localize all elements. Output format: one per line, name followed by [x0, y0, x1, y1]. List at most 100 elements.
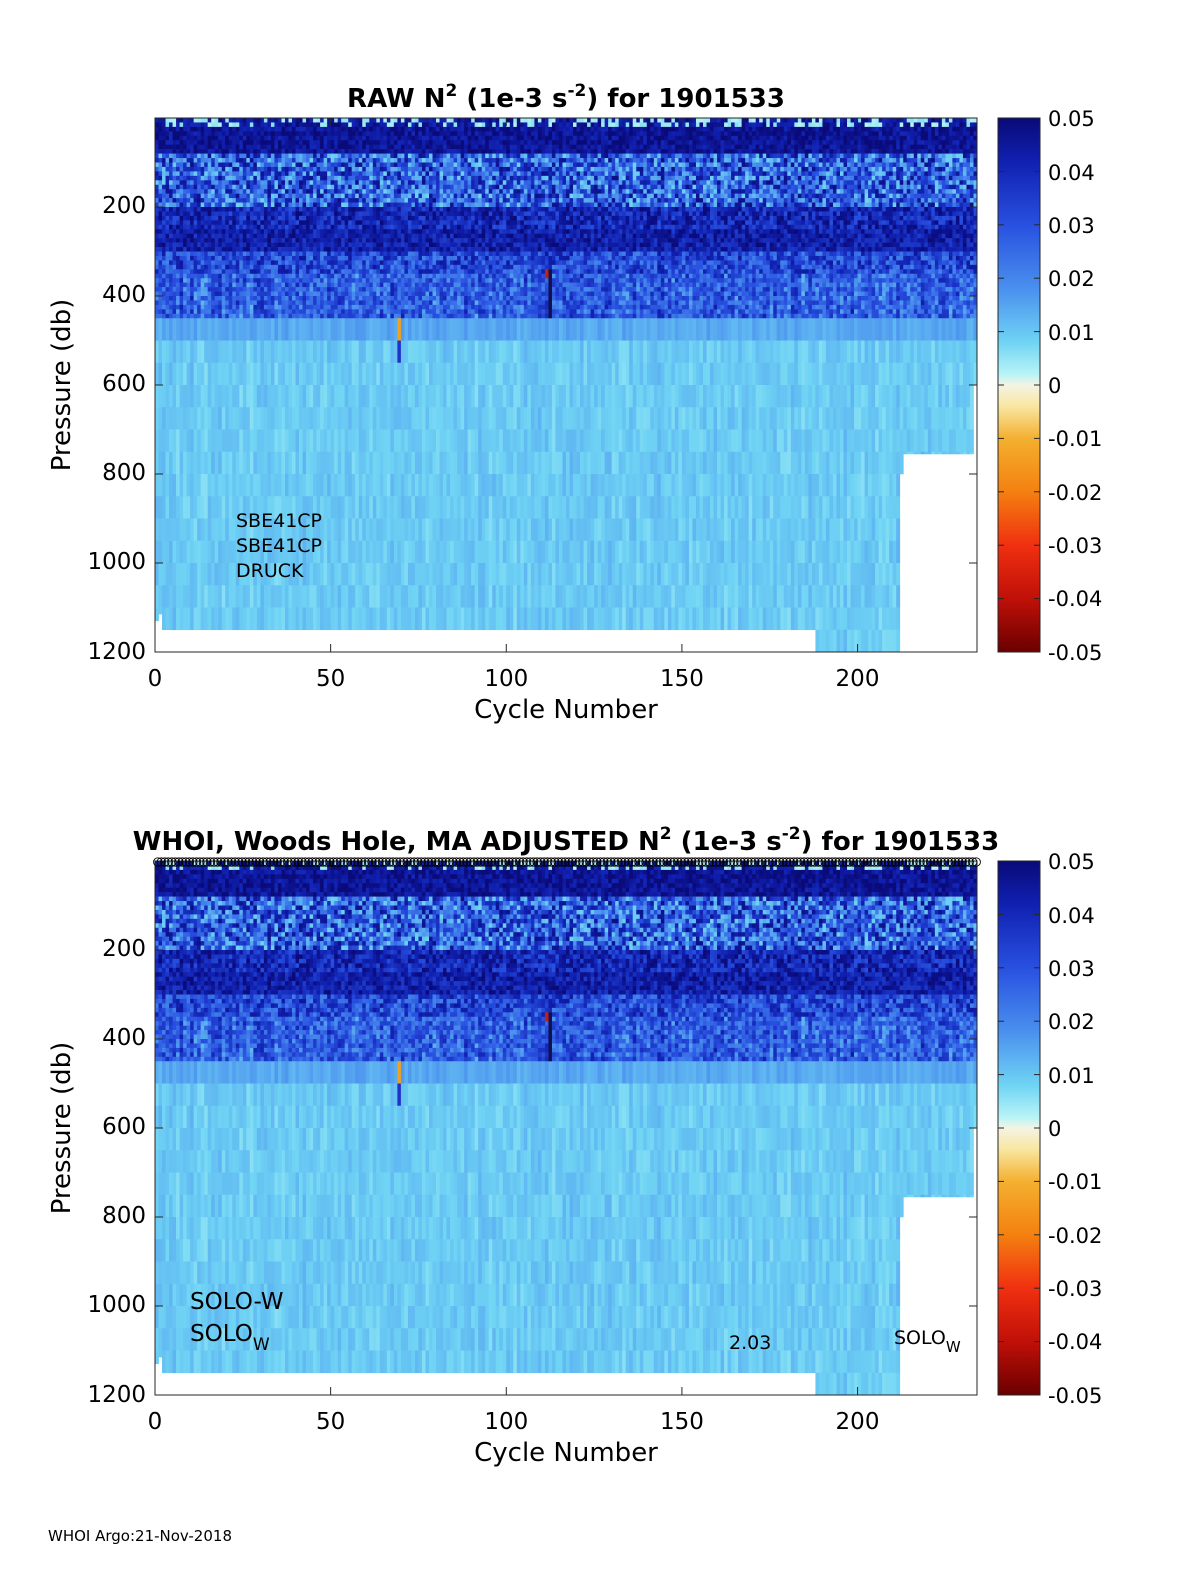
heatmap-cell: [225, 127, 229, 132]
heatmap-cell: [173, 122, 177, 127]
heatmap-cell: [176, 127, 180, 132]
heatmap-cell: [243, 136, 247, 141]
heatmap-cell: [218, 430, 222, 453]
heatmap-cell: [159, 158, 163, 163]
heatmap-cell: [236, 136, 240, 141]
heatmap-cell: [166, 287, 170, 292]
heatmap-cell: [166, 180, 170, 185]
heatmap-cell: [159, 314, 163, 319]
heatmap-cell: [243, 207, 247, 212]
heatmap-cell: [201, 292, 205, 297]
heatmap-cell: [222, 154, 226, 159]
heatmap-cell: [222, 563, 226, 586]
heatmap-cell: [190, 265, 194, 270]
heatmap-cell: [180, 122, 184, 127]
heatmap-cell: [239, 216, 243, 221]
heatmap-cell: [250, 122, 254, 127]
heatmap-cell: [204, 292, 208, 297]
heatmap-cell: [201, 140, 205, 145]
heatmap-cell: [166, 207, 170, 212]
heatmap-cell: [225, 474, 229, 497]
heatmap-cell: [190, 300, 194, 305]
heatmap-cell: [204, 225, 208, 230]
heatmap-cell: [208, 127, 212, 132]
heatmap-cell: [204, 260, 208, 265]
heatmap-cell: [222, 216, 226, 221]
heatmap-cell: [204, 207, 208, 212]
heatmap-cell: [194, 154, 198, 159]
heatmap-cell: [173, 341, 177, 364]
heatmap-cell: [201, 283, 205, 288]
heatmap-cell: [190, 430, 194, 453]
heatmap-cell: [246, 269, 250, 274]
heatmap-cell: [222, 363, 226, 386]
heatmap-cell: [159, 238, 163, 243]
heatmap-cell: [166, 163, 170, 168]
heatmap-cell: [208, 211, 212, 216]
heatmap-cell: [225, 563, 229, 586]
heatmap-cell: [187, 265, 191, 270]
heatmap-cell: [166, 309, 170, 314]
heatmap-cell: [211, 287, 215, 292]
heatmap-cell: [222, 211, 226, 216]
heatmap-cell: [239, 300, 243, 305]
heatmap-cell: [162, 260, 166, 265]
heatmap-cell: [159, 149, 163, 154]
heatmap-cell: [197, 149, 201, 154]
heatmap-cell: [215, 385, 219, 408]
heatmap-cell: [201, 229, 205, 234]
heatmap-cell: [243, 216, 247, 221]
heatmap-cell: [222, 122, 226, 127]
heatmap-cell: [162, 234, 166, 239]
heatmap-cell: [173, 136, 177, 141]
heatmap-cell: [159, 269, 163, 274]
heatmap-cell: [155, 341, 159, 364]
heatmap-cell: [155, 278, 159, 283]
heatmap-cell: [159, 145, 163, 150]
heatmap-cell: [166, 269, 170, 274]
heatmap-cell: [239, 318, 243, 341]
heatmap-cell: [222, 287, 226, 292]
heatmap-cell: [211, 198, 215, 203]
heatmap-cell: [232, 452, 236, 475]
heatmap-cell: [197, 278, 201, 283]
heatmap-cell: [246, 256, 250, 261]
heatmap-cell: [236, 176, 240, 181]
heatmap-cell: [173, 541, 177, 564]
heatmap-cell: [190, 185, 194, 190]
heatmap-cell: [190, 198, 194, 203]
heatmap-cell: [225, 203, 229, 208]
heatmap-cell: [194, 167, 198, 172]
heatmap-cell: [211, 122, 215, 127]
heatmap-cell: [187, 363, 191, 386]
heatmap-cell: [187, 203, 191, 208]
heatmap-cell: [183, 519, 187, 542]
heatmap-cell: [162, 154, 166, 159]
heatmap-cell: [194, 256, 198, 261]
heatmap-cell: [211, 519, 215, 542]
heatmap-cell: [218, 238, 222, 243]
heatmap-cell: [215, 608, 219, 631]
heatmap-cell: [180, 234, 184, 239]
heatmap-cell: [173, 608, 177, 631]
heatmap-cell: [162, 238, 166, 243]
heatmap-cell: [197, 274, 201, 279]
heatmap-cell: [166, 608, 170, 631]
heatmap-cell: [187, 318, 191, 341]
heatmap-cell: [180, 176, 184, 181]
heatmap-cell: [162, 176, 166, 181]
heatmap-cell: [197, 287, 201, 292]
heatmap-cell: [225, 430, 229, 453]
heatmap-cell: [208, 292, 212, 297]
heatmap-cell: [232, 216, 236, 221]
heatmap-cell: [204, 154, 208, 159]
heatmap-cell: [173, 229, 177, 234]
heatmap-cell: [236, 260, 240, 265]
heatmap-cell: [162, 269, 166, 274]
heatmap-cell: [176, 234, 180, 239]
heatmap-cell: [197, 203, 201, 208]
heatmap-cell: [166, 260, 170, 265]
heatmap-cell: [239, 260, 243, 265]
heatmap-cell: [211, 385, 215, 408]
heatmap-cell: [236, 305, 240, 310]
